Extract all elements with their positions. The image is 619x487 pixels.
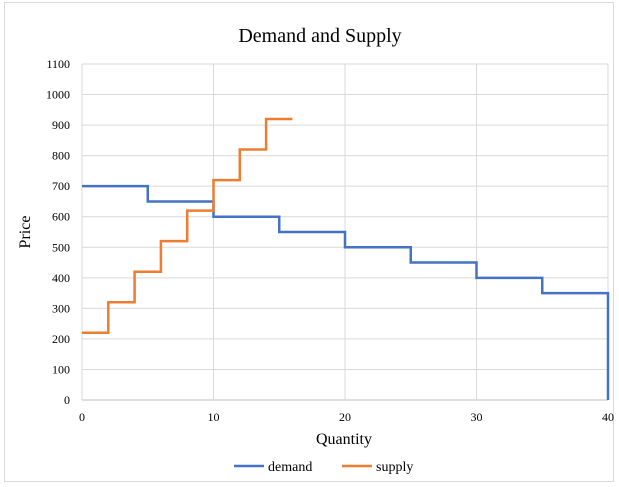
chart-title: Demand and Supply — [238, 25, 401, 47]
legend-label-supply: supply — [376, 460, 413, 475]
x-tick-label: 30 — [471, 410, 483, 424]
chart-frame — [4, 2, 614, 482]
legend-label-demand: demand — [268, 460, 312, 475]
y-tick-label: 300 — [52, 301, 70, 315]
y-tick-label: 600 — [52, 210, 70, 224]
series-line-supply — [82, 117, 293, 335]
y-tick-label: 1100 — [46, 57, 70, 71]
y-tick-label: 400 — [52, 271, 70, 285]
x-tick-labels: 0 10 20 30 40 — [79, 410, 614, 424]
x-tick-label: 10 — [208, 410, 220, 424]
y-tick-label: 700 — [52, 179, 70, 193]
x-tick-label: 20 — [339, 410, 351, 424]
y-axis-label: Price — [17, 216, 34, 249]
y-tick-label: 800 — [52, 149, 70, 163]
y-tick-label: 900 — [52, 118, 70, 132]
x-tick-label: 40 — [602, 410, 614, 424]
y-tick-label: 1000 — [46, 88, 70, 102]
x-tick-label: 0 — [79, 410, 85, 424]
gridlines — [81, 63, 609, 401]
y-tick-label: 0 — [64, 393, 70, 407]
legend: demand supply — [234, 460, 413, 475]
series-line-demand — [82, 184, 610, 400]
series-lines — [82, 117, 610, 400]
y-tick-label: 200 — [52, 332, 70, 346]
x-axis-label: Quantity — [316, 431, 372, 448]
y-tick-labels: 0 100 200 300 400 500 600 700 800 900 1000 1100 — [46, 57, 70, 407]
y-tick-label: 100 — [52, 362, 70, 376]
y-tick-label: 500 — [52, 240, 70, 254]
